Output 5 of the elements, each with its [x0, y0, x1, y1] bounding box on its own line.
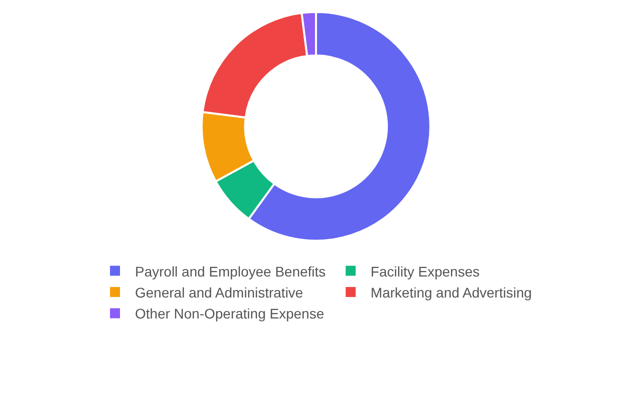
legend-label: Facility Expenses [370, 263, 480, 280]
legend-label: Marketing and Advertising [370, 284, 532, 300]
legend-label: Payroll and Employee Benefits [135, 263, 326, 280]
legend-label: General and Administrative [135, 284, 304, 300]
legend-label: Other Non-Operating Expense [135, 306, 324, 322]
